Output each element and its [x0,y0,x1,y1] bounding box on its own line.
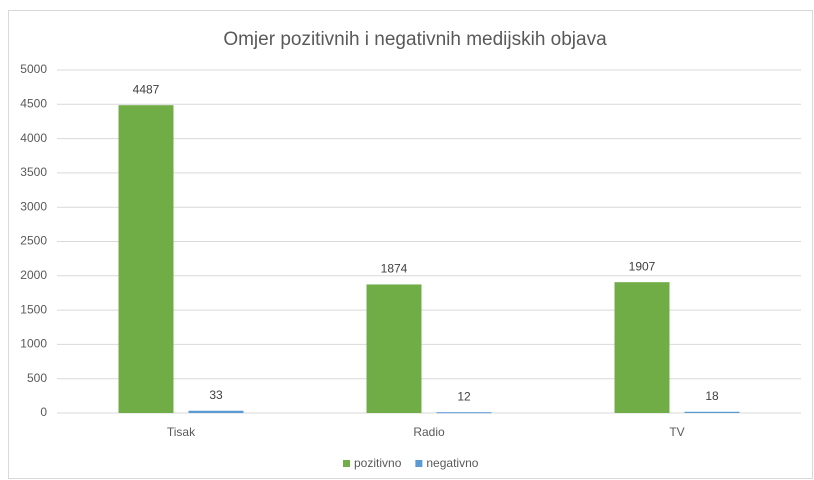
bar [188,410,244,413]
y-tick-label: 5000 [20,62,47,76]
y-tick-label: 1000 [20,337,47,351]
bar [366,284,422,413]
bar [684,411,740,413]
y-tick-label: 500 [27,371,47,385]
legend-swatch [415,460,423,467]
x-tick-label: Tisak [167,425,196,439]
chart-title: Omjer pozitivnih i negativnih medijskih … [223,29,607,50]
data-label: 1874 [381,262,408,276]
x-tick-label: Radio [413,425,445,439]
y-tick-label: 0 [40,405,47,419]
y-tick-label: 3500 [20,165,47,179]
y-tick-label: 4500 [20,96,47,110]
data-label: 1907 [629,259,656,273]
y-tick-label: 3000 [20,199,47,213]
y-tick-label: 4000 [20,131,47,145]
bar [118,105,174,413]
y-tick-label: 1500 [20,302,47,316]
legend-label: negativno [426,456,478,470]
data-label: 12 [457,389,471,403]
data-label: 18 [705,389,719,403]
bar [436,412,492,414]
bar [614,282,670,413]
data-label: 33 [209,388,223,402]
y-tick-label: 2000 [20,268,47,282]
legend-label: pozitivno [354,456,402,470]
y-tick-label: 2500 [20,234,47,248]
data-label: 4487 [133,82,160,96]
x-tick-label: TV [669,425,684,439]
legend-swatch [343,460,350,467]
